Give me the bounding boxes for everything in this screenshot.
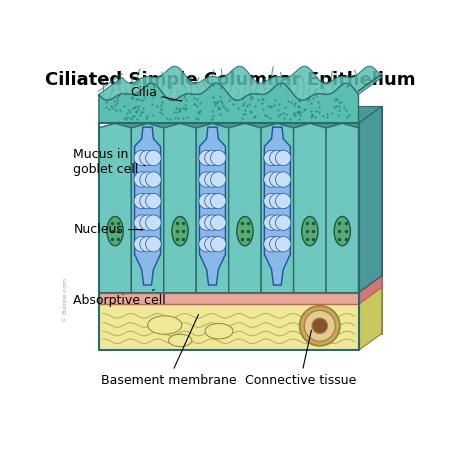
Circle shape (275, 150, 291, 166)
Polygon shape (131, 123, 164, 292)
Circle shape (199, 172, 214, 187)
Circle shape (140, 194, 155, 209)
Text: © Buzzle.com: © Buzzle.com (63, 279, 68, 323)
Polygon shape (164, 123, 196, 292)
Ellipse shape (148, 316, 182, 334)
Circle shape (270, 194, 285, 209)
Polygon shape (196, 123, 229, 292)
Circle shape (134, 194, 149, 209)
Polygon shape (99, 83, 359, 123)
Circle shape (146, 172, 161, 187)
Circle shape (275, 215, 291, 230)
Circle shape (304, 310, 335, 341)
Circle shape (270, 172, 285, 187)
Polygon shape (229, 123, 261, 292)
Circle shape (146, 150, 161, 166)
Circle shape (270, 150, 285, 166)
Circle shape (199, 215, 214, 230)
Ellipse shape (140, 216, 156, 246)
Circle shape (134, 237, 149, 252)
Polygon shape (199, 127, 225, 285)
Circle shape (140, 215, 155, 230)
Ellipse shape (107, 216, 123, 246)
Circle shape (140, 237, 155, 252)
Circle shape (264, 172, 279, 187)
Circle shape (199, 150, 214, 166)
Circle shape (146, 237, 161, 252)
Text: Connective tissue: Connective tissue (245, 330, 356, 387)
Circle shape (211, 150, 226, 166)
Polygon shape (326, 123, 359, 292)
Text: Cilia: Cilia (130, 86, 181, 101)
Circle shape (205, 172, 220, 187)
Circle shape (140, 150, 155, 166)
Circle shape (134, 215, 149, 230)
Circle shape (205, 194, 220, 209)
Ellipse shape (204, 216, 220, 246)
Circle shape (205, 237, 220, 252)
Circle shape (264, 194, 279, 209)
Polygon shape (99, 66, 382, 100)
Polygon shape (122, 276, 382, 287)
Circle shape (270, 237, 285, 252)
Circle shape (300, 306, 340, 346)
Circle shape (205, 150, 220, 166)
Polygon shape (122, 106, 382, 276)
Ellipse shape (172, 216, 188, 246)
Polygon shape (359, 106, 382, 292)
Circle shape (211, 237, 226, 252)
Circle shape (211, 215, 226, 230)
Circle shape (275, 194, 291, 209)
Circle shape (264, 237, 279, 252)
Text: Absorptive cell: Absorptive cell (73, 290, 166, 307)
Text: Ciliated Simple Columnar Epithelium: Ciliated Simple Columnar Epithelium (45, 71, 416, 89)
Polygon shape (135, 127, 161, 285)
Polygon shape (261, 123, 293, 292)
Circle shape (264, 150, 279, 166)
Ellipse shape (237, 216, 253, 246)
Circle shape (140, 172, 155, 187)
Circle shape (146, 215, 161, 230)
Ellipse shape (169, 334, 192, 347)
Text: Basement membrane: Basement membrane (101, 315, 236, 387)
Circle shape (134, 150, 149, 166)
Circle shape (199, 194, 214, 209)
Circle shape (205, 215, 220, 230)
Circle shape (275, 237, 291, 252)
Text: Nucleus: Nucleus (73, 223, 143, 236)
Circle shape (211, 172, 226, 187)
Circle shape (211, 194, 226, 209)
Polygon shape (122, 287, 382, 333)
Polygon shape (359, 276, 382, 304)
Circle shape (270, 215, 285, 230)
Circle shape (146, 194, 161, 209)
Ellipse shape (334, 216, 351, 246)
Polygon shape (265, 127, 290, 285)
Ellipse shape (205, 324, 233, 339)
Circle shape (264, 215, 279, 230)
Polygon shape (99, 292, 359, 304)
Polygon shape (293, 123, 326, 292)
Text: Mucus in
goblet cell: Mucus in goblet cell (73, 148, 145, 176)
Ellipse shape (302, 216, 318, 246)
Circle shape (199, 237, 214, 252)
Polygon shape (99, 123, 131, 292)
Ellipse shape (269, 216, 285, 246)
Circle shape (275, 172, 291, 187)
Polygon shape (99, 304, 359, 351)
Circle shape (312, 318, 328, 333)
Polygon shape (359, 287, 382, 351)
Circle shape (134, 172, 149, 187)
